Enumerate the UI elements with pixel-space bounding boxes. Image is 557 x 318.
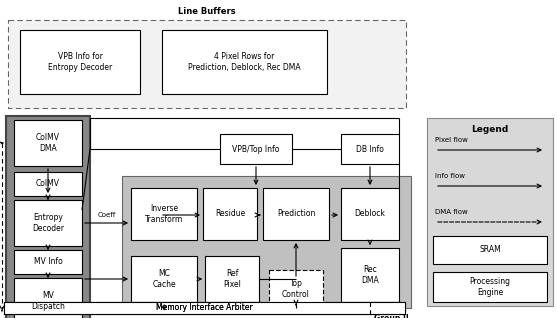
- Text: Group II: Group II: [374, 314, 409, 318]
- Bar: [14, 172, 82, 196]
- Text: VPB/Top Info: VPB/Top Info: [232, 144, 280, 154]
- Bar: [220, 134, 292, 164]
- Bar: [4, 302, 405, 314]
- Bar: [14, 200, 82, 246]
- Bar: [14, 278, 82, 318]
- Text: Processing
Engine: Processing Engine: [470, 277, 511, 297]
- Text: Residue: Residue: [215, 210, 245, 218]
- Text: Memory Interface Arbiter: Memory Interface Arbiter: [156, 303, 253, 313]
- Text: Coeff: Coeff: [98, 212, 116, 218]
- Text: MV Info: MV Info: [33, 258, 62, 266]
- Text: DMA flow: DMA flow: [435, 209, 468, 215]
- Bar: [427, 118, 553, 306]
- Text: SRAM: SRAM: [479, 245, 501, 254]
- Text: 4 Pixel Rows for
Prediction, Deblock, Rec DMA: 4 Pixel Rows for Prediction, Deblock, Re…: [188, 52, 301, 72]
- Bar: [203, 188, 257, 240]
- Text: Ref
Pixel: Ref Pixel: [223, 269, 241, 289]
- Text: Rec
DMA: Rec DMA: [361, 265, 379, 285]
- Bar: [341, 188, 399, 240]
- Text: Inverse
Transform: Inverse Transform: [145, 204, 183, 224]
- Bar: [131, 188, 197, 240]
- Bar: [341, 134, 399, 164]
- Text: ColMV
DMA: ColMV DMA: [36, 133, 60, 153]
- Bar: [20, 30, 140, 94]
- Text: Memory Interface Arbiter: Memory Interface Arbiter: [156, 303, 253, 313]
- Bar: [8, 20, 406, 108]
- Bar: [263, 188, 329, 240]
- Text: Line Buffers: Line Buffers: [178, 7, 236, 16]
- Text: Entropy
Decoder: Entropy Decoder: [32, 213, 64, 233]
- Bar: [14, 250, 82, 274]
- Bar: [14, 120, 82, 166]
- Bar: [162, 30, 327, 94]
- Text: Deblock: Deblock: [355, 210, 385, 218]
- Text: VPB Info for
Entropy Decoder: VPB Info for Entropy Decoder: [48, 52, 112, 72]
- Text: ColMV: ColMV: [36, 179, 60, 189]
- Text: Prediction: Prediction: [277, 210, 315, 218]
- Text: MC
Cache: MC Cache: [152, 269, 176, 289]
- Bar: [433, 272, 547, 302]
- Text: DB Info: DB Info: [356, 144, 384, 154]
- Bar: [269, 270, 323, 308]
- Text: Pixel flow: Pixel flow: [435, 137, 468, 143]
- Bar: [131, 256, 197, 302]
- Text: Legend: Legend: [471, 126, 509, 135]
- Bar: [341, 248, 399, 302]
- Text: Info flow: Info flow: [435, 173, 465, 179]
- Text: Top
Control: Top Control: [282, 279, 310, 299]
- Bar: [122, 176, 411, 308]
- Bar: [205, 256, 259, 302]
- Bar: [433, 236, 547, 264]
- Bar: [6, 116, 90, 318]
- Text: MV
Dispatch: MV Dispatch: [31, 291, 65, 311]
- Bar: [4, 302, 405, 314]
